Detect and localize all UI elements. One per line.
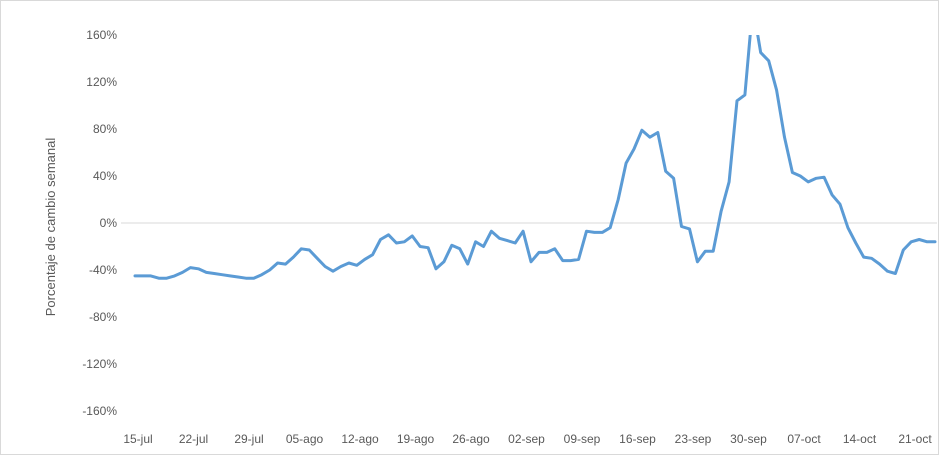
x-tick-label: 02-sep [508, 432, 545, 446]
x-tick-label: 19-ago [397, 432, 435, 446]
x-axis-ticks: 15-jul 22-jul 29-jul 05-ago 12-ago 19-ago 26-a… [123, 432, 932, 446]
y-axis-title: Porcentaje de cambio semanal [43, 138, 58, 317]
x-tick-label: 29-jul [234, 432, 263, 446]
y-tick-label: 120% [86, 75, 117, 89]
y-tick-label: 80% [93, 122, 117, 136]
y-tick-label: 40% [93, 169, 117, 183]
y-tick-label: 0% [100, 216, 118, 230]
x-tick-label: 30-sep [730, 432, 767, 446]
x-tick-label: 15-jul [123, 432, 152, 446]
x-tick-label: 26-ago [452, 432, 490, 446]
x-tick-label: 12-ago [341, 432, 379, 446]
x-tick-label: 09-sep [564, 432, 601, 446]
x-tick-label: 07-oct [787, 432, 821, 446]
x-tick-label: 16-sep [619, 432, 656, 446]
y-tick-label: -160% [82, 404, 117, 418]
x-tick-label: 22-jul [179, 432, 208, 446]
x-tick-label: 23-sep [675, 432, 712, 446]
x-tick-label: 05-ago [286, 432, 324, 446]
series-line [133, 35, 937, 280]
y-tick-label: -80% [89, 310, 117, 324]
x-tick-label: 14-oct [843, 432, 877, 446]
x-tick-label: 21-oct [898, 432, 932, 446]
y-axis-ticks: 160% 120% 80% 40% 0% -40% -80% -120% -160% [82, 28, 117, 418]
y-tick-label: -40% [89, 263, 117, 277]
y-tick-label: -120% [82, 357, 117, 371]
y-tick-label: 160% [86, 28, 117, 42]
